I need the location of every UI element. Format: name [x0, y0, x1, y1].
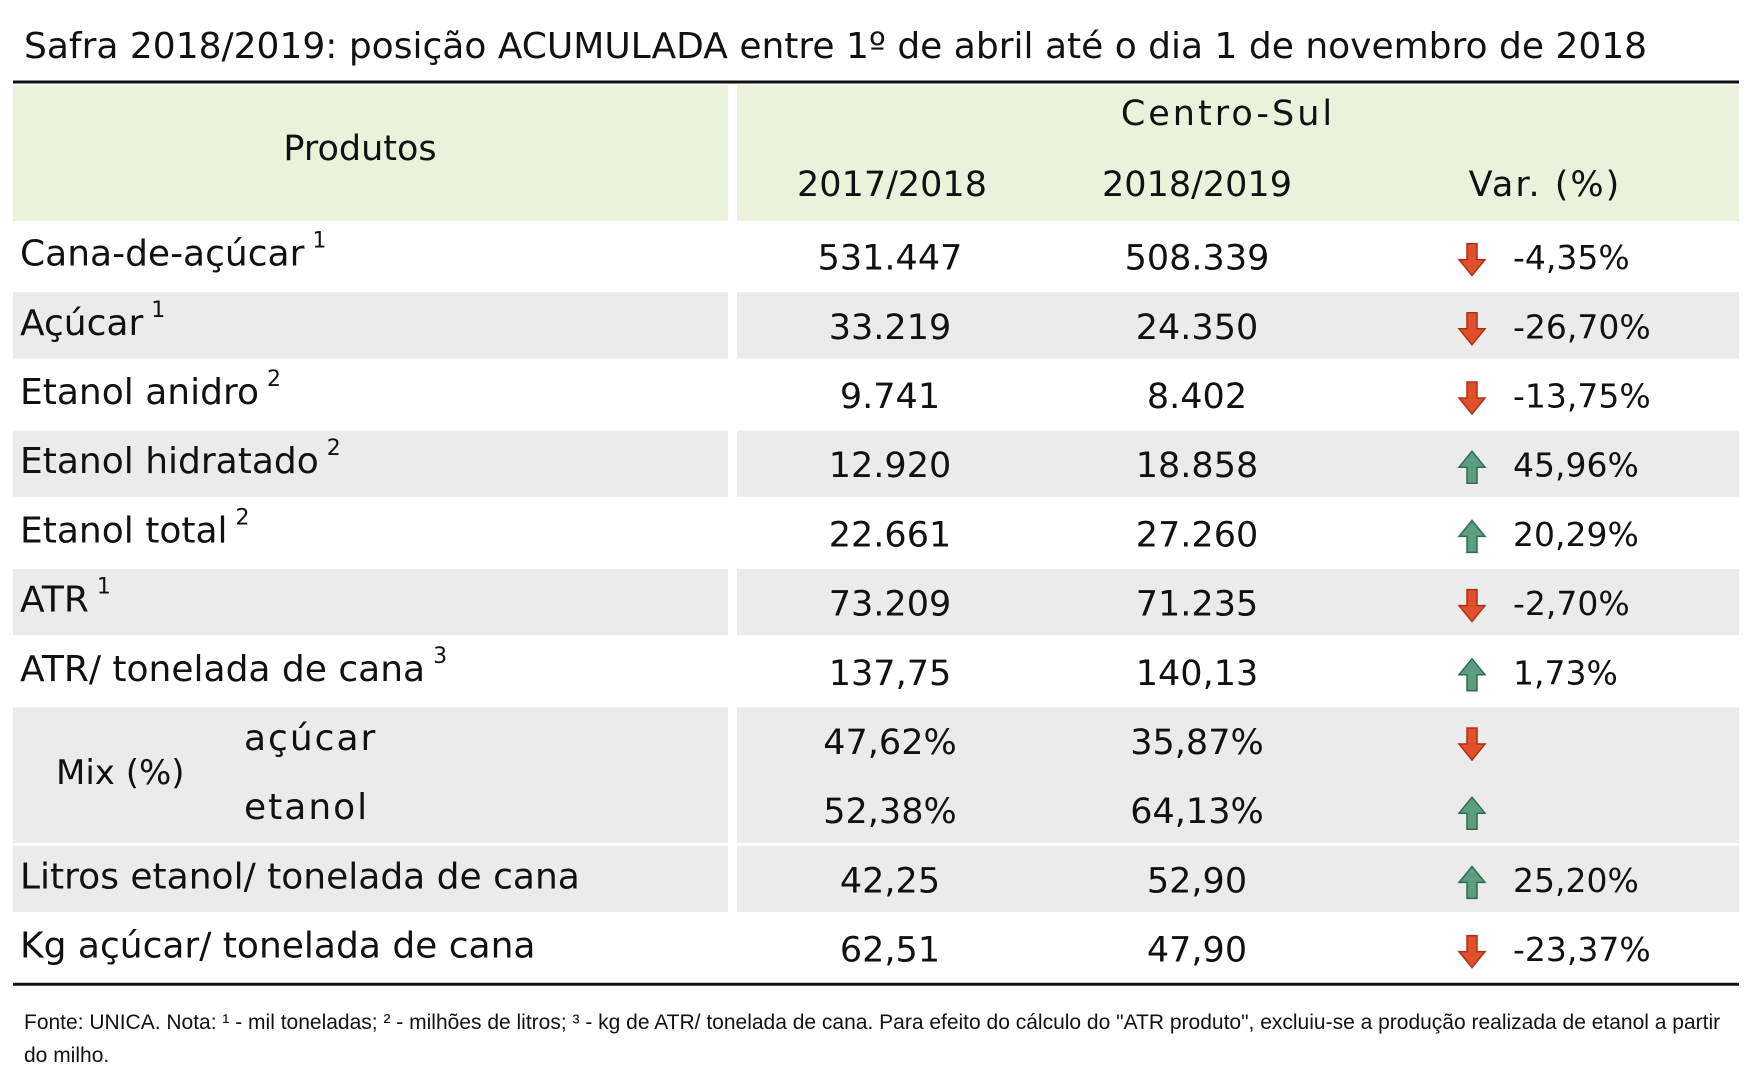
header-bg	[13, 85, 728, 221]
cell-value: 24.350	[1136, 308, 1258, 348]
row-label: ATR	[20, 580, 89, 621]
var-value: 45,96%	[1513, 446, 1639, 485]
row-label: ATR/ tonelada de cana	[20, 649, 425, 690]
trend-arrow	[1457, 588, 1487, 623]
header-products: Produtos	[283, 129, 436, 169]
trend-arrow	[1457, 381, 1487, 416]
cell-value: 531.447	[818, 239, 963, 279]
trend-arrow	[1457, 450, 1487, 484]
row-bg	[737, 845, 1739, 912]
var-value: 1,73%	[1513, 653, 1618, 692]
header-bg	[737, 85, 1739, 221]
trend-arrow	[1457, 242, 1487, 277]
row-bg	[13, 569, 728, 636]
footnote-ref: 1	[151, 298, 165, 323]
trend-arrow	[1457, 727, 1487, 762]
header-col: 2017/2018	[797, 165, 987, 205]
var-value: -23,37%	[1513, 930, 1651, 969]
cell-value: 33.219	[829, 308, 951, 348]
footnote-ref: 2	[327, 436, 341, 461]
cell-value: 140,13	[1136, 654, 1258, 694]
mix-label: Mix (%)	[56, 753, 185, 793]
mix-sub-label: açúcar	[244, 718, 377, 759]
row-bg	[13, 430, 728, 497]
title: Safra 2018/2019: posição ACUMULADA entre…	[24, 26, 1647, 67]
cell-value: 52,38%	[823, 792, 956, 832]
footnote: Fonte: UNICA. Nota: ¹ - mil toneladas; ²…	[24, 1011, 1721, 1067]
trend-arrow	[1457, 796, 1487, 830]
trend-arrow	[1457, 934, 1487, 969]
row-label: Cana-de-açúcar	[20, 234, 305, 275]
table: Safra 2018/2019: posição ACUMULADA entre…	[13, 26, 1739, 986]
row-label: Etanol total	[20, 510, 228, 551]
cell-value: 9.741	[840, 377, 940, 417]
mix-sub-label: etanol	[244, 787, 369, 828]
trend-arrow	[1457, 865, 1487, 900]
row-bg	[737, 707, 1739, 843]
var-value: -2,70%	[1513, 584, 1630, 623]
trend-arrow	[1457, 657, 1487, 692]
cell-value: 35,87%	[1130, 723, 1263, 763]
row-label: Kg açúcar/ tonelada de cana	[20, 926, 536, 967]
header-col: 2018/2019	[1102, 165, 1292, 205]
cell-value: 73.209	[829, 585, 951, 625]
var-value: -4,35%	[1513, 238, 1630, 277]
row-label: Açúcar	[20, 303, 143, 344]
var-value: 20,29%	[1513, 515, 1639, 554]
footnote-ref: 1	[97, 575, 111, 600]
cell-value: 22.661	[829, 515, 951, 555]
cell-value: 47,62%	[823, 723, 956, 763]
row-bg	[737, 430, 1739, 497]
cell-value: 64,13%	[1130, 792, 1263, 832]
var-value: 25,20%	[1513, 861, 1639, 900]
footnote-ref: 2	[267, 367, 281, 392]
cell-value: 508.339	[1125, 239, 1270, 279]
footnote-ref: 1	[312, 229, 326, 254]
row-bg	[737, 569, 1739, 636]
cell-value: 52,90	[1147, 861, 1247, 901]
row-bg	[13, 707, 728, 843]
trend-arrow	[1457, 519, 1487, 554]
var-value: -13,75%	[1513, 377, 1651, 416]
cell-value: 12.920	[829, 446, 951, 486]
cell-value: 42,25	[840, 861, 940, 901]
cell-value: 71.235	[1136, 585, 1258, 625]
trend-arrow	[1457, 312, 1487, 346]
footnote-ref: 2	[236, 505, 250, 530]
header-region: Centro-Sul	[1121, 94, 1335, 134]
cell-value: 137,75	[829, 654, 951, 694]
row-label: Litros etanol/ tonelada de cana	[20, 856, 580, 897]
cell-value: 62,51	[840, 931, 940, 971]
row-label: Etanol hidratado	[20, 441, 319, 482]
row-bg	[13, 845, 728, 912]
footnote-ref: 3	[433, 644, 447, 669]
row-label: Etanol anidro	[20, 372, 259, 413]
cell-value: 18.858	[1136, 446, 1258, 486]
header-col: Var. (%)	[1469, 165, 1622, 205]
row-bg	[13, 292, 728, 359]
var-value: -26,70%	[1513, 307, 1651, 346]
cell-value: 27.260	[1136, 515, 1258, 555]
cell-value: 8.402	[1147, 377, 1247, 417]
cell-value: 47,90	[1147, 931, 1247, 971]
row-bg	[737, 292, 1739, 359]
